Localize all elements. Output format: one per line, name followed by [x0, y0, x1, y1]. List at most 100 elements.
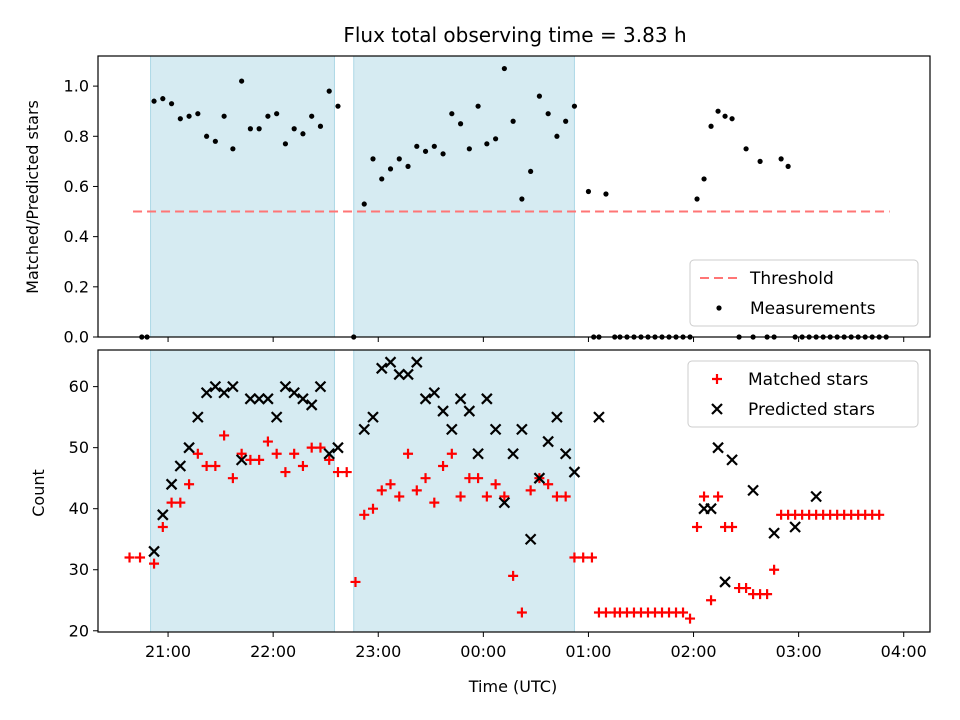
point-0-51: [578, 552, 589, 563]
point-0-44: [516, 607, 527, 618]
point-1-47: [593, 411, 605, 423]
point-0-65: [678, 607, 689, 618]
point-1-33: [454, 393, 467, 405]
point-1-32: [446, 423, 458, 436]
point-0-27: [367, 503, 378, 514]
point-0-30: [394, 491, 405, 502]
legend-box: [689, 259, 919, 327]
y-tick-label-1: 30: [69, 560, 89, 579]
point-0-13: [245, 454, 256, 465]
point-0-34: [429, 497, 440, 508]
point-1-35: [472, 447, 484, 460]
point-0-13: [247, 126, 253, 132]
point-0-19: [297, 460, 308, 471]
y-tick-label-0: 20: [69, 621, 89, 640]
chart-title: Flux total observing time = 3.83 h: [343, 23, 686, 47]
point-1-37: [489, 423, 502, 436]
point-1-44: [551, 411, 563, 423]
x-tick-label-4: 01:00: [565, 642, 611, 661]
point-0-2: [149, 558, 160, 569]
point-0-68: [708, 123, 714, 129]
point-1-18: [305, 399, 318, 411]
point-0-19: [300, 131, 306, 137]
legend-label-0: Matched stars: [748, 370, 868, 390]
point-0-34: [440, 151, 446, 157]
point-0-31: [403, 448, 414, 459]
point-0-31: [414, 143, 420, 149]
point-0-1: [135, 552, 146, 563]
point-1-21: [332, 441, 344, 454]
point-0-25: [361, 201, 367, 207]
point-0-28: [376, 485, 387, 496]
point-1-15: [279, 380, 292, 393]
point-0-35: [449, 111, 455, 117]
point-0-16: [271, 448, 282, 459]
point-0-42: [510, 118, 516, 124]
point-1-6: [200, 386, 213, 399]
point-0-17: [282, 141, 289, 147]
point-0-28: [387, 166, 394, 172]
point-1-8: [218, 386, 230, 399]
point-0-33: [420, 473, 431, 484]
point-1-50: [712, 441, 724, 454]
point-0-72: [727, 522, 738, 533]
point-0-25: [350, 576, 361, 587]
point-0-7: [192, 448, 203, 459]
legend-label-0: Threshold: [749, 269, 834, 289]
point-1-16: [288, 386, 300, 399]
point-0-70: [722, 113, 728, 119]
point-1-49: [705, 502, 717, 515]
point-1-30: [428, 386, 441, 399]
point-0-2: [151, 98, 157, 104]
point-0-37: [466, 146, 472, 152]
point-0-18: [289, 448, 300, 459]
point-1-52: [726, 454, 738, 466]
point-0-24: [341, 467, 352, 478]
point-1-24: [375, 362, 388, 375]
point-0-6: [186, 113, 192, 119]
x-tick-label-1: 22:00: [250, 642, 296, 661]
x-tick-label-6: 03:00: [776, 642, 822, 661]
point-0-11: [230, 146, 236, 152]
point-1-1: [157, 509, 169, 521]
point-1-36: [481, 393, 493, 405]
point-1-10: [235, 454, 248, 466]
point-0-70: [713, 491, 724, 502]
point-0-69: [706, 595, 717, 606]
point-1-14: [270, 411, 283, 423]
point-0-32: [422, 148, 429, 154]
point-0-69: [715, 108, 721, 114]
point-1-20: [323, 447, 335, 460]
legend-label-1: Predicted stars: [748, 400, 875, 420]
point-1-45: [559, 447, 572, 460]
legend-marker-0: [712, 374, 722, 384]
point-0-78: [778, 156, 784, 162]
x-tick-label-3: 00:00: [460, 642, 506, 661]
axes-frame: [97, 55, 931, 338]
point-1-5: [192, 411, 204, 423]
y-tick-label-0: 0.0: [64, 328, 89, 347]
point-0-40: [493, 136, 499, 142]
point-0-14: [256, 126, 262, 132]
point-0-15: [265, 113, 271, 119]
point-1-11: [244, 393, 257, 405]
point-0-50: [569, 552, 580, 563]
point-0-12: [239, 78, 245, 84]
point-0-71: [729, 116, 735, 122]
point-0-26: [370, 156, 376, 162]
point-0-29: [396, 156, 402, 162]
x-axis-label: Time (UTC): [468, 677, 557, 696]
point-0-17: [280, 467, 291, 478]
y-tick-label-5: 1.0: [64, 77, 89, 96]
point-0-32: [411, 485, 422, 496]
point-0-74: [741, 583, 752, 594]
point-0-79: [785, 163, 791, 169]
top-panel: 0.0 0.2 0.4 0.6 0.8 1.0 Threshold Measurements: [64, 55, 931, 347]
bottom-y-axis-label: Count: [29, 469, 48, 517]
point-0-67: [701, 176, 707, 182]
point-0-43: [519, 196, 525, 202]
point-1-53: [747, 484, 759, 497]
point-0-68: [699, 491, 710, 502]
legend-label-1: Measurements: [750, 299, 876, 319]
point-1-41: [524, 533, 537, 545]
